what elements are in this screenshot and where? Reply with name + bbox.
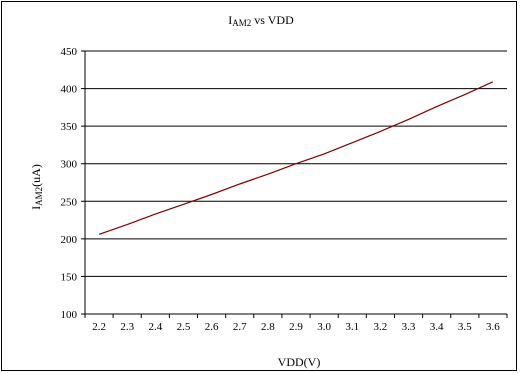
chart-title-rest: vs VDD — [251, 13, 294, 27]
data-point-2.3 — [126, 224, 128, 226]
x-tick-label-2.2: 2.2 — [92, 321, 106, 333]
data-point-2.9 — [295, 163, 297, 165]
x-tick-label-3.4: 3.4 — [430, 321, 444, 333]
data-point-2.6 — [211, 194, 213, 196]
y-tick-labels: 100 150 200 250 300 350 400 450 — [61, 46, 78, 321]
y-tick-label-450: 450 — [61, 46, 78, 58]
data-point-3.6 — [492, 81, 494, 83]
data-point-3.2 — [380, 131, 382, 133]
series-group — [98, 81, 494, 236]
data-point-3.5 — [464, 94, 466, 96]
x-tick-label-3.1: 3.1 — [345, 321, 359, 333]
y-axis-title: IAM2(uA) — [29, 164, 44, 210]
x-tick-label-3.2: 3.2 — [374, 321, 388, 333]
y-axis-title-main: I — [29, 206, 43, 210]
x-axis-title: VDD(V) — [278, 355, 321, 369]
y-tick-label-150: 150 — [61, 271, 78, 283]
x-tick-label-2.4: 2.4 — [148, 321, 162, 333]
data-point-2.8 — [267, 173, 269, 175]
x-tick-label-3.5: 3.5 — [458, 321, 472, 333]
chart-title-subscript: AM2 — [232, 18, 251, 28]
data-point-2.2 — [98, 234, 100, 236]
x-tick-label-2.7: 2.7 — [233, 321, 247, 333]
x-tick-label-2.3: 2.3 — [120, 321, 134, 333]
data-point-2.7 — [239, 183, 241, 185]
data-point-2.5 — [183, 203, 185, 205]
axes — [81, 50, 508, 318]
chart-title-main: I — [228, 13, 232, 27]
y-axis-title-rest: (uA) — [29, 164, 43, 187]
data-point-3.1 — [351, 142, 353, 144]
y-tick-label-350: 350 — [61, 121, 78, 133]
series-line-0 — [98, 81, 494, 235]
data-point-2.4 — [155, 213, 157, 215]
x-tick-labels: 2.2 2.3 2.4 2.5 2.6 2.7 2.8 2.9 3.0 3.1 3.2 3.3 3.4 3… — [92, 321, 500, 333]
data-point-3 — [323, 153, 325, 155]
chart-title: IAM2 vs VDD — [228, 13, 294, 28]
y-tick-label-250: 250 — [61, 196, 78, 208]
gridlines — [85, 50, 507, 277]
x-tick-label-3.6: 3.6 — [486, 321, 500, 333]
y-tick-label-100: 100 — [61, 309, 78, 321]
x-tick-label-2.6: 2.6 — [205, 321, 219, 333]
x-tick-label-2.8: 2.8 — [261, 321, 275, 333]
data-point-3.3 — [408, 119, 410, 121]
x-tick-label-2.9: 2.9 — [289, 321, 303, 333]
y-tick-label-400: 400 — [61, 84, 78, 96]
data-point-3.4 — [436, 106, 438, 108]
x-tick-label-3.0: 3.0 — [317, 321, 331, 333]
y-tick-label-200: 200 — [61, 234, 78, 246]
y-axis-title-subscript: AM2 — [34, 187, 44, 206]
y-tick-label-300: 300 — [61, 159, 78, 171]
x-tick-label-3.3: 3.3 — [402, 321, 416, 333]
x-tick-label-2.5: 2.5 — [177, 321, 191, 333]
